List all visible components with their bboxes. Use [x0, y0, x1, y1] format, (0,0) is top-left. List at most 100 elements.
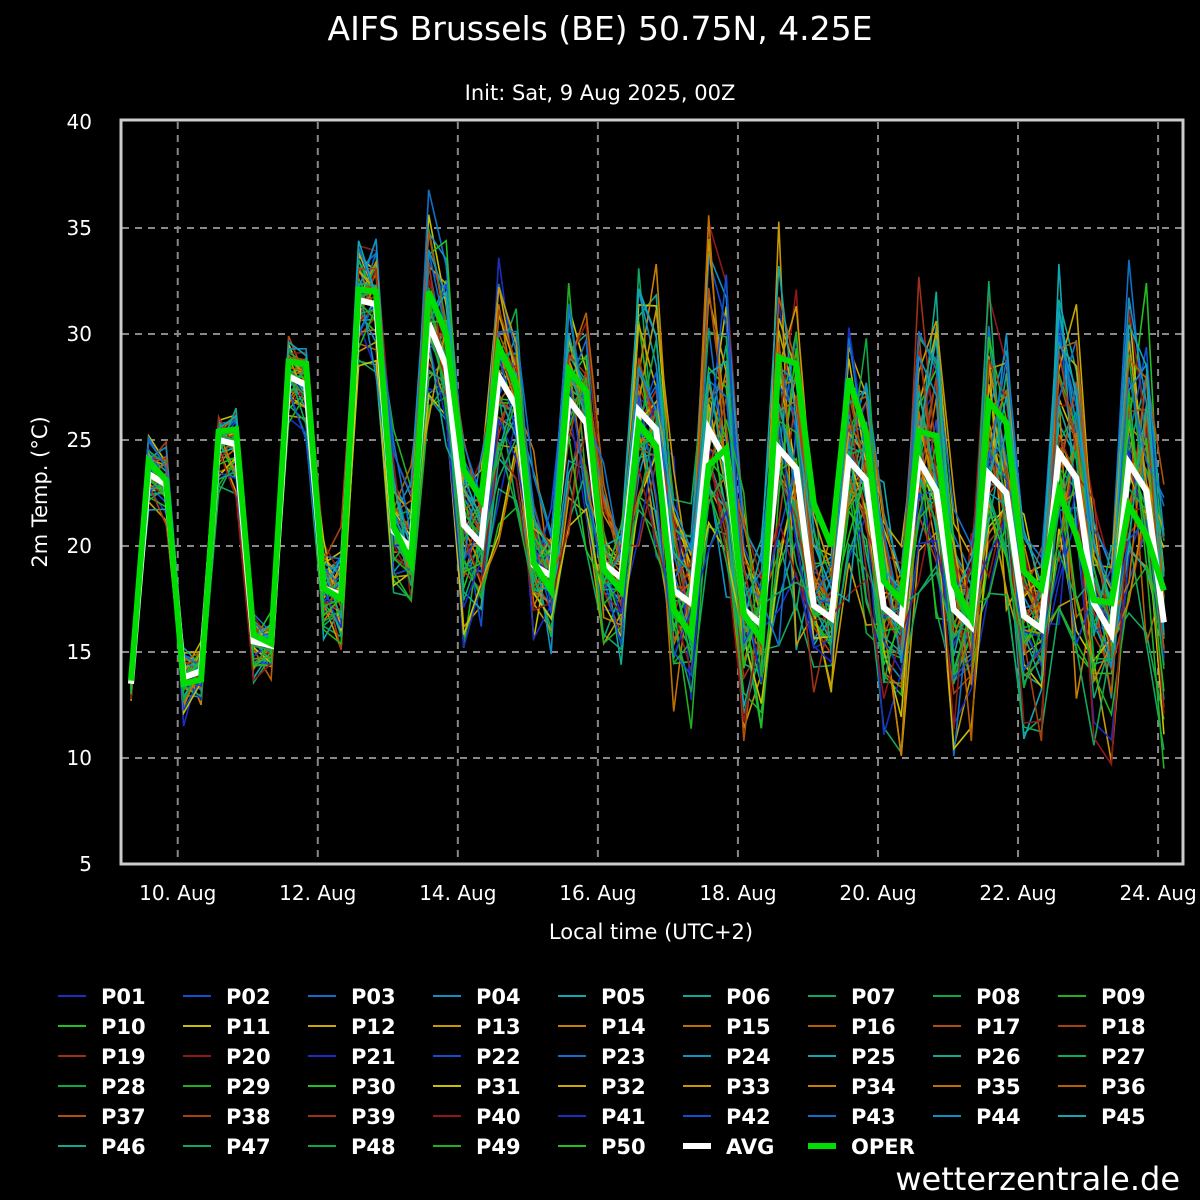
legend-item-p25: P25 [808, 1045, 896, 1069]
legend-label: P27 [1101, 1045, 1146, 1069]
legend: P01 P02 P03 P04 P05 P06 P07 P08 P09 P10 P11 P12 P13 P… [58, 985, 1146, 1159]
legend-label: P17 [976, 1015, 1021, 1039]
legend-label: P46 [101, 1135, 146, 1159]
chart-title: AIFS Brussels (BE) 50.75N, 4.25E [328, 9, 873, 48]
legend-item-p39: P39 [308, 1105, 396, 1129]
legend-label: P11 [226, 1015, 271, 1039]
x-tick-label: 22. Aug [979, 881, 1056, 905]
legend-label: P49 [476, 1135, 521, 1159]
avg-line [128, 296, 1167, 685]
legend-item-p01: P01 [58, 985, 146, 1009]
legend-label: P43 [851, 1105, 896, 1129]
legend-label: P33 [726, 1075, 771, 1099]
member-line-p28 [130, 228, 1165, 694]
legend-label: P42 [726, 1105, 771, 1129]
legend-label: P23 [601, 1045, 646, 1069]
legend-item-p35: P35 [933, 1075, 1021, 1099]
legend-label: P13 [476, 1015, 521, 1039]
y-tick-label: 35 [67, 216, 92, 240]
x-tick-label: 10. Aug [139, 881, 216, 905]
y-axis-label: 2m Temp. (°C) [28, 416, 52, 567]
legend-item-p11: P11 [183, 1015, 271, 1039]
legend-item-p03: P03 [308, 985, 396, 1009]
legend-label: P06 [726, 985, 771, 1009]
y-tick-label: 20 [67, 534, 92, 558]
legend-label: P16 [851, 1015, 896, 1039]
y-tick-label: 5 [79, 852, 92, 876]
legend-label: P36 [1101, 1075, 1146, 1099]
legend-label: P22 [476, 1045, 521, 1069]
legend-item-p16: P16 [808, 1015, 896, 1039]
y-tick-label: 40 [67, 110, 92, 134]
legend-item-p46: P46 [58, 1135, 146, 1159]
member-line-p45 [130, 240, 1165, 684]
legend-label: P19 [101, 1045, 146, 1069]
legend-item-p29: P29 [183, 1075, 271, 1099]
legend-label: P38 [226, 1105, 271, 1129]
member-line-p27 [130, 358, 1165, 751]
x-tick-label: 18. Aug [699, 881, 776, 905]
legend-item-p09: P09 [1058, 985, 1146, 1009]
legend-item-p44: P44 [933, 1105, 1021, 1129]
legend-item-p33: P33 [683, 1075, 771, 1099]
plot-frame [119, 118, 1185, 866]
legend-label: P01 [101, 985, 146, 1009]
legend-item-p10: P10 [58, 1015, 146, 1039]
legend-item-p34: P34 [808, 1075, 896, 1099]
legend-label: P47 [226, 1135, 271, 1159]
legend-label: P26 [976, 1045, 1021, 1069]
chart-subtitle: Init: Sat, 9 Aug 2025, 00Z [465, 81, 736, 105]
legend-label: P15 [726, 1015, 771, 1039]
legend-item-p45: P45 [1058, 1105, 1146, 1129]
x-axis-label: Local time (UTC+2) [549, 920, 753, 944]
legend-label: P40 [476, 1105, 521, 1129]
legend-item-p04: P04 [433, 985, 521, 1009]
y-tick-label: 10 [67, 746, 92, 770]
legend-item-p38: P38 [183, 1105, 271, 1129]
legend-item-p02: P02 [183, 985, 271, 1009]
legend-label: P50 [601, 1135, 646, 1159]
x-tick-label: 12. Aug [279, 881, 356, 905]
legend-item-p50: P50 [558, 1135, 646, 1159]
y-tick-label: 30 [67, 322, 92, 346]
legend-item-p37: P37 [58, 1105, 146, 1129]
y-tick-label: 15 [67, 640, 92, 664]
legend-label: OPER [851, 1135, 915, 1159]
legend-item-oper: OPER [808, 1135, 915, 1159]
legend-label: P45 [1101, 1105, 1146, 1129]
legend-label: P37 [101, 1105, 146, 1129]
member-line-p37 [130, 231, 1165, 688]
y-axis-ticks: 5 10 15 20 25 30 35 40 [67, 110, 92, 876]
legend-item-p21: P21 [308, 1045, 396, 1069]
member-line-p29 [130, 283, 1165, 769]
legend-item-p05: P05 [558, 985, 646, 1009]
legend-label: P30 [351, 1075, 396, 1099]
legend-item-p14: P14 [558, 1015, 646, 1039]
y-tick-label: 25 [67, 428, 92, 452]
legend-label: P04 [476, 985, 521, 1009]
oper-line [128, 286, 1167, 688]
legend-label: P34 [851, 1075, 896, 1099]
legend-item-p43: P43 [808, 1105, 896, 1129]
x-tick-label: 14. Aug [419, 881, 496, 905]
legend-label: P28 [101, 1075, 146, 1099]
watermark: wetterzentrale.de [895, 1160, 1180, 1198]
legend-item-p19: P19 [58, 1045, 146, 1069]
x-tick-label: 16. Aug [559, 881, 636, 905]
legend-label: P05 [601, 985, 646, 1009]
legend-item-p47: P47 [183, 1135, 271, 1159]
legend-item-p17: P17 [933, 1015, 1021, 1039]
legend-label: P31 [476, 1075, 521, 1099]
legend-item-p49: P49 [433, 1135, 521, 1159]
legend-item-p30: P30 [308, 1075, 396, 1099]
legend-item-p24: P24 [683, 1045, 771, 1069]
legend-label: P32 [601, 1075, 646, 1099]
member-line-p40 [130, 302, 1165, 767]
legend-item-p18: P18 [1058, 1015, 1146, 1039]
legend-item-p23: P23 [558, 1045, 646, 1069]
legend-item-p15: P15 [683, 1015, 771, 1039]
legend-item-p13: P13 [433, 1015, 521, 1039]
legend-label: P20 [226, 1045, 271, 1069]
x-tick-label: 20. Aug [839, 881, 916, 905]
